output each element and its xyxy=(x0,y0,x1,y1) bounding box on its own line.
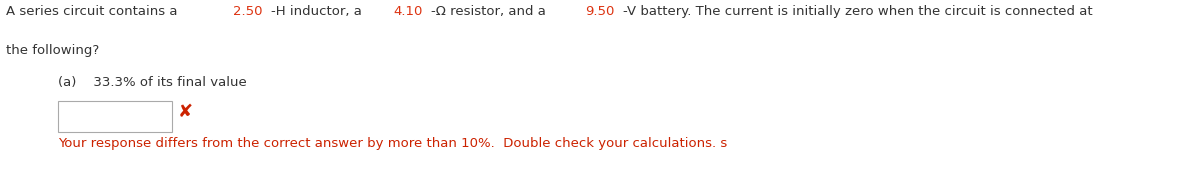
Text: -H inductor, a: -H inductor, a xyxy=(271,5,366,18)
Text: -Ω resistor, and a: -Ω resistor, and a xyxy=(432,5,551,18)
Text: (a)    33.3% of its final value: (a) 33.3% of its final value xyxy=(58,76,246,89)
Text: ✘: ✘ xyxy=(178,103,193,120)
Text: 9.50: 9.50 xyxy=(586,5,614,18)
Text: 2.50: 2.50 xyxy=(233,5,263,18)
Text: Your response differs from the correct answer by more than 10%.  Double check yo: Your response differs from the correct a… xyxy=(58,137,727,150)
Text: the following?: the following? xyxy=(6,44,100,57)
Text: 4.10: 4.10 xyxy=(394,5,422,18)
Bar xyxy=(58,101,172,132)
Text: A series circuit contains a: A series circuit contains a xyxy=(6,5,181,18)
Text: -V battery. The current is initially zero when the circuit is connected at: -V battery. The current is initially zer… xyxy=(623,5,1102,18)
